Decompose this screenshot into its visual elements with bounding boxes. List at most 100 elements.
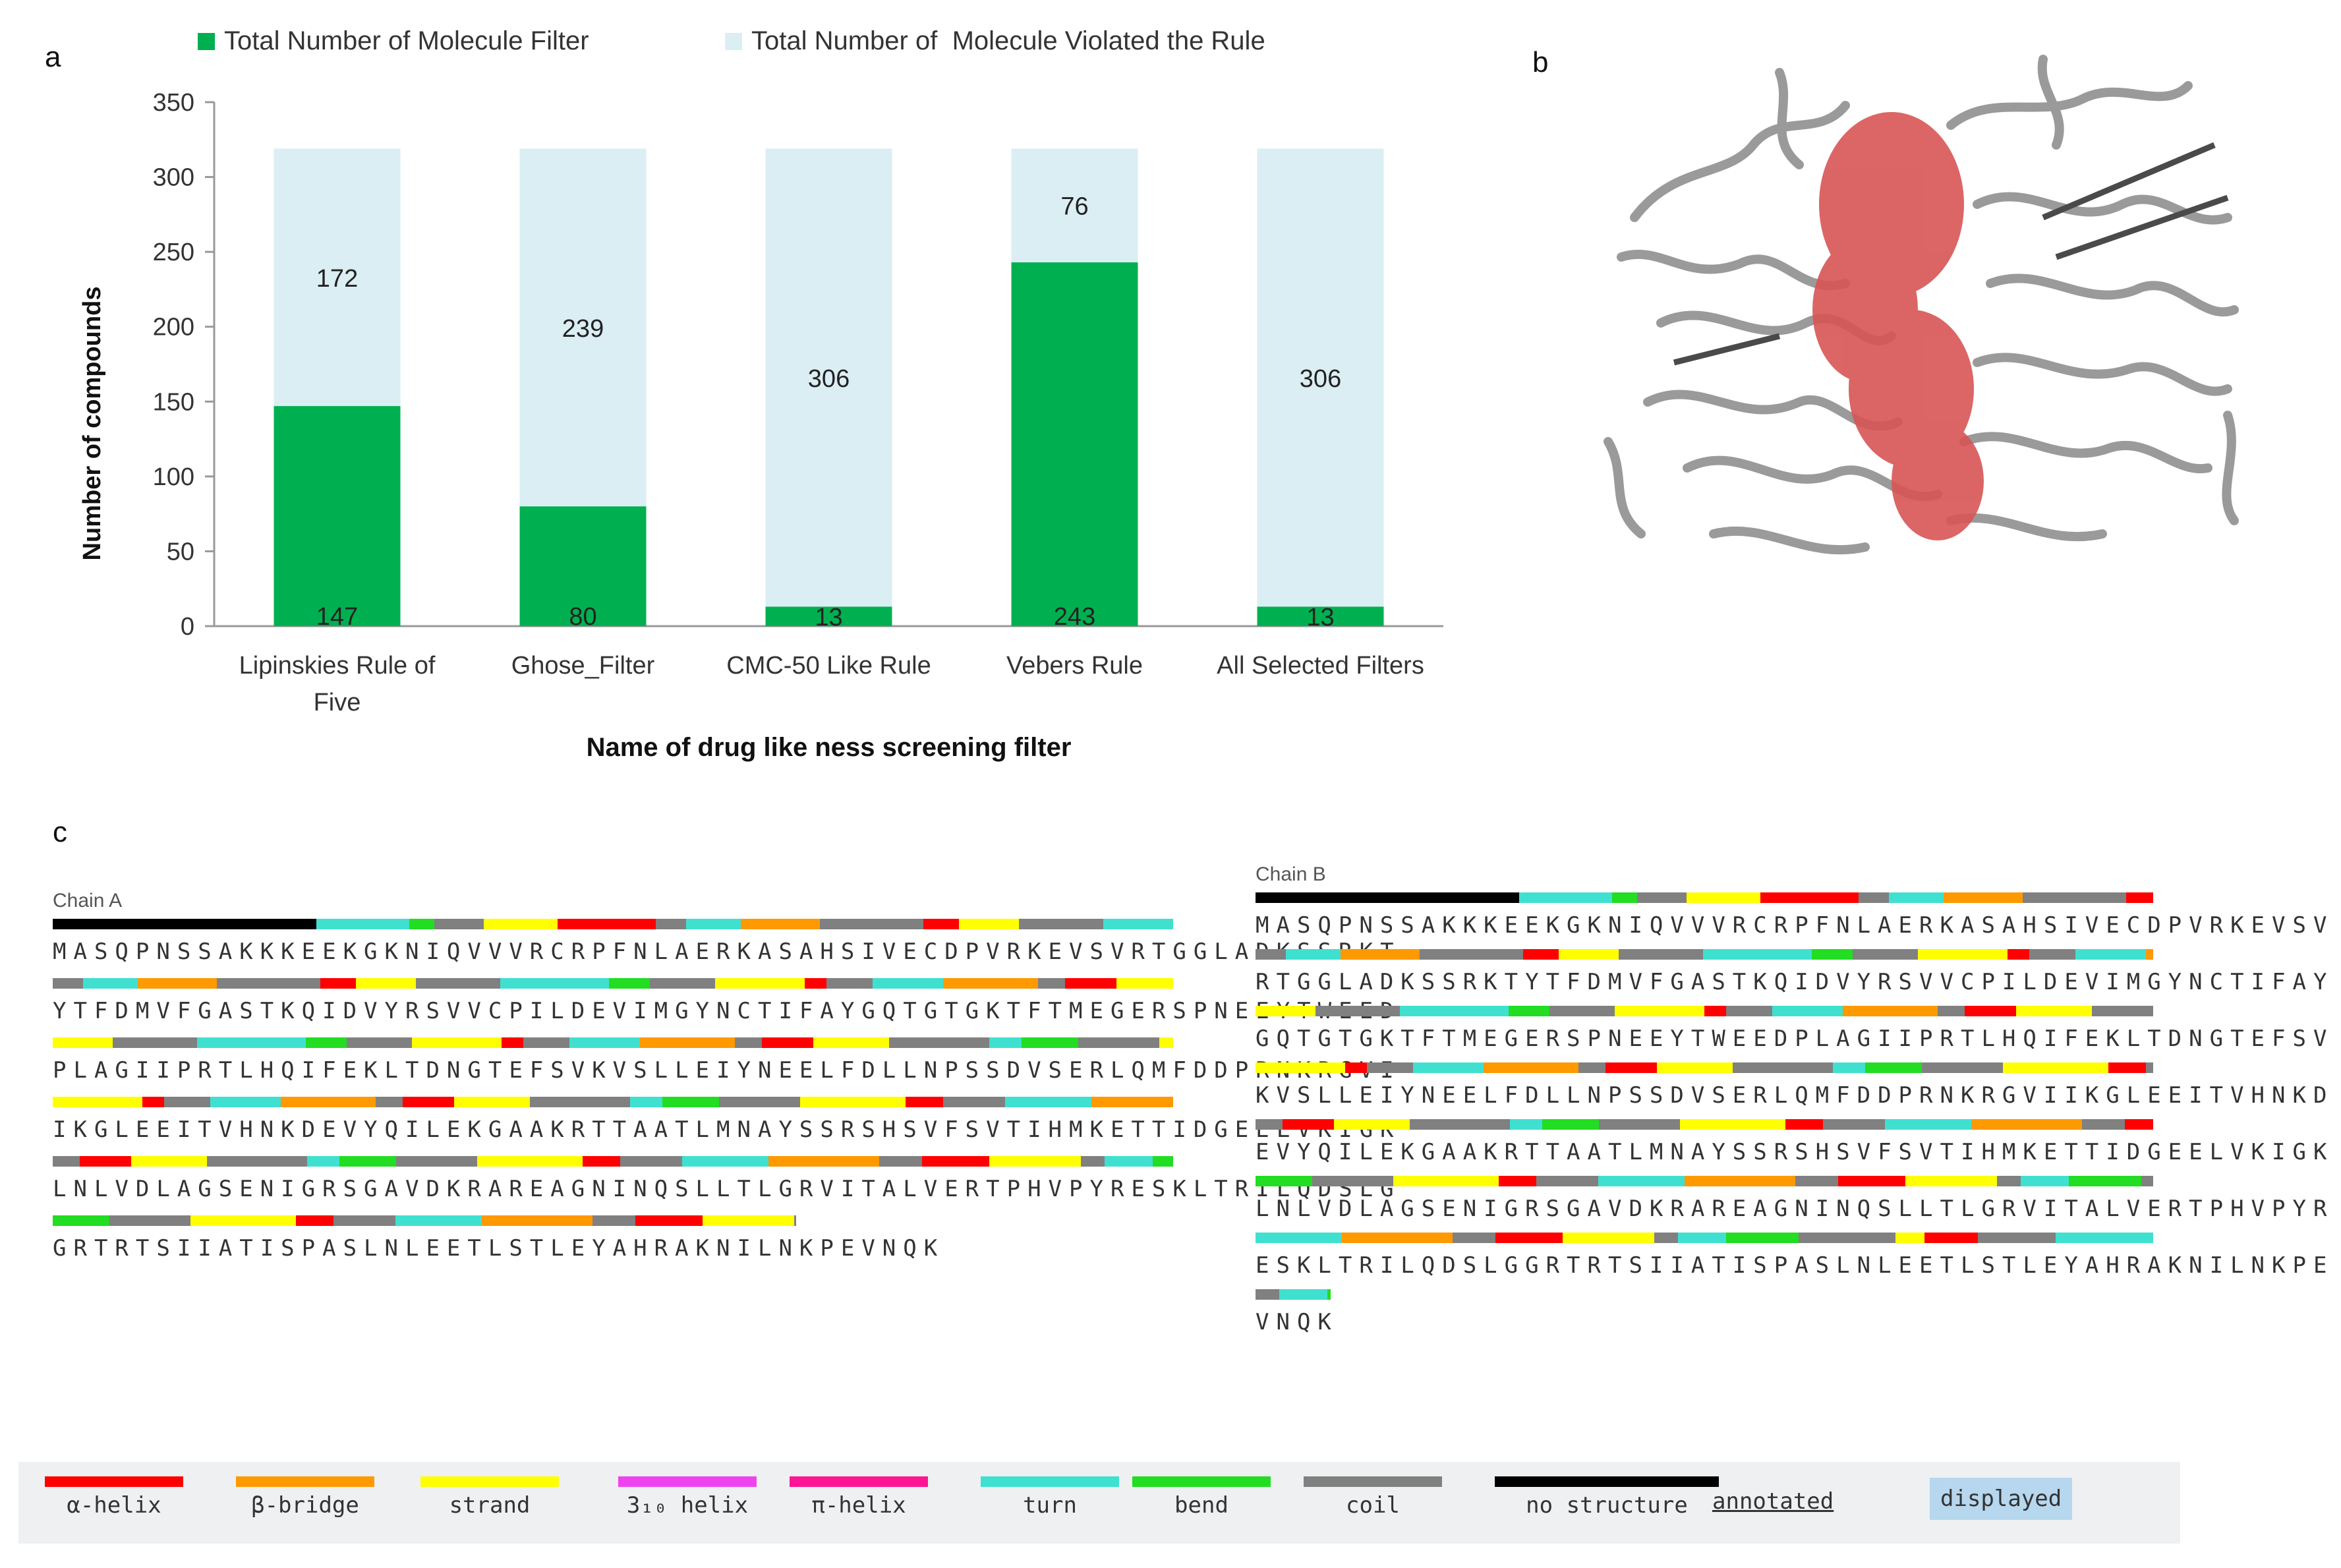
panel-label-b: b (1532, 46, 1549, 78)
ss-legend-label: bend (1174, 1492, 1228, 1519)
ss-legend-item: no structure (1488, 1476, 1725, 1519)
sequence-line: LNLVDLAGSENIGRSGAVDKRAREAGNINQSLLTLGRVIT… (1256, 1196, 2334, 1222)
chain-b-title: Chain B (1256, 863, 1326, 885)
secondary-structure-legend: α-helix β-bridge strand 3₁₀ helix π-helix tur… (18, 1462, 2180, 1544)
data-label-filter: 13 (1306, 604, 1334, 631)
ss-legend-swatch (420, 1476, 559, 1487)
sequence-line: VNQK (1256, 1309, 1339, 1335)
x-tick-label: Five (314, 689, 361, 716)
sequence-line: ESKLTRILQDSLGGRTRTSIIATISPASLNLEETLSTLEY… (1256, 1252, 2334, 1279)
bar-violated (1011, 148, 1138, 263)
bar-filter (519, 506, 647, 626)
legend-swatch-filter (198, 32, 215, 50)
bar-filter (765, 606, 892, 626)
sequence-line: LNLVDLAGSENIGRSGAVDKRAREAGNINQSLLTLGRVIT… (53, 1176, 1401, 1202)
data-label-filter: 13 (815, 604, 842, 631)
data-label-violated: 306 (808, 365, 850, 393)
secondary-structure-track (1256, 1289, 1331, 1300)
bar-filter (274, 406, 401, 626)
secondary-structure-track (1256, 1176, 2153, 1186)
ss-legend-item: bend (1126, 1476, 1277, 1519)
data-label-filter: 243 (1054, 603, 1095, 631)
y-tick-label: 300 (153, 164, 194, 192)
secondary-structure-track (53, 1156, 1173, 1167)
data-label-filter: 80 (569, 603, 596, 631)
sequence-line: GRTRTSIIATISPASLNLEETLSTLEYAHRAKNILNKPEV… (53, 1235, 945, 1262)
y-tick-label: 0 (181, 613, 194, 641)
sequence-line: MASQPNSSAKKKEEKGKNIQVVVRCRPFNLAERKASAHSI… (1256, 912, 2334, 939)
bar-filter (1257, 606, 1384, 626)
x-tick-label: All Selected Filters (1217, 652, 1424, 680)
secondary-structure-track (1256, 1062, 2153, 1073)
ss-legend-swatch (45, 1476, 183, 1487)
y-tick-label: 150 (153, 388, 194, 416)
ss-legend-label: 3₁₀ helix (626, 1492, 749, 1519)
chain-a-sequence: Chain A MASQPNSSAKKKEEKGKNIQVVVRCRPFNLAE… (53, 890, 1401, 1275)
sequence-line: IKGLEEITVHNKDEVYQILEKGAAKRTTAATLMNAYSSRS… (53, 1117, 1401, 1143)
ss-legend-label: displayed (1930, 1478, 2073, 1520)
panel-label-c: c (53, 816, 67, 848)
secondary-structure-track (1256, 949, 2153, 960)
ss-legend-item: α-helix (38, 1476, 190, 1519)
legend-label-filter: Total Number of Molecule Filter (224, 26, 589, 55)
x-tick-label: Vebers Rule (1006, 652, 1143, 680)
ss-legend-item: turn (974, 1476, 1126, 1519)
sequence-line: RTGGLADKSSRKTYTFDMVFGASTKQIDVYRSVVCPILDE… (1256, 969, 2334, 995)
y-tick-label: 200 (153, 314, 194, 341)
secondary-structure-track (1256, 1119, 2153, 1130)
ss-legend-label: turn (1023, 1492, 1077, 1519)
x-tick-label: CMC-50 Like Rule (726, 652, 931, 680)
ss-legend-swatch (790, 1476, 928, 1487)
bar-violated (1257, 148, 1384, 607)
ss-legend-label: α-helix (67, 1492, 161, 1519)
bar-filter (1011, 262, 1138, 626)
sequence-line: EVYQILEKGAAKRTTAATLMNAYSSRSHSVFSVTIHMKET… (1256, 1139, 2334, 1165)
y-tick-label: 350 (153, 89, 194, 117)
ss-legend-swatch (1495, 1476, 1719, 1487)
data-label-violated: 76 (1060, 193, 1088, 221)
data-label-violated: 306 (1300, 365, 1341, 393)
protein-structure-image (1604, 55, 2239, 554)
y-tick-label: 50 (167, 538, 194, 566)
ss-legend-swatch (236, 1476, 374, 1487)
ss-legend-item: coil (1297, 1476, 1449, 1519)
bar-violated (519, 148, 647, 507)
ss-legend-label: annotated (1712, 1488, 1834, 1515)
legend-swatch-violated (725, 32, 742, 50)
ss-legend-item: displayed (1930, 1478, 2073, 1520)
chain-b-sequence: Chain B MASQPNSSAKKKEEKGKNIQVVVRCRPFNLAE… (1256, 863, 2336, 1346)
ss-legend-label: strand (449, 1492, 531, 1519)
ss-legend-item: 3₁₀ helix (612, 1476, 763, 1519)
ss-legend-swatch (618, 1476, 757, 1487)
secondary-structure-track (53, 1097, 1173, 1107)
legend-label-violated: Total Number of Molecule Violated the Ru… (751, 26, 1265, 55)
secondary-structure-track (53, 978, 1173, 989)
ss-legend-item: π-helix (783, 1476, 935, 1519)
stacked-bar-chart: 0 50 100 150 200 250 300 350 172 147 Lipinskies Ru… (78, 89, 1443, 762)
data-label-violated: 172 (316, 265, 358, 293)
data-label-filter: 147 (316, 603, 358, 631)
ss-legend-label: coil (1346, 1492, 1400, 1519)
chain-a-title: Chain A (53, 890, 123, 912)
x-tick-label: Lipinskies Rule of (239, 652, 436, 680)
ss-legend-item: strand (414, 1476, 565, 1519)
sequence-line: GQTGTGKTFTMEGERSPNEEYTWEEDPLAGIIPRTLHQIF… (1256, 1026, 2334, 1052)
x-tick-label: Ghose_Filter (511, 652, 655, 680)
secondary-structure-track (1256, 892, 2153, 903)
sequence-line: MASQPNSSAKKKEEKGKNIQVVVRCRPFNLAERKASAHSI… (53, 939, 1401, 965)
y-tick-label: 100 (153, 463, 194, 491)
legend-item-filter: Total Number of Molecule Filter (198, 26, 589, 56)
secondary-structure-track (1256, 1006, 2153, 1016)
ss-legend-label: no structure (1526, 1492, 1688, 1519)
sequence-line: KVSLLEIYNEELFDLLNPSSDVSERLQMFDDPRNKRGVII… (1256, 1082, 2334, 1109)
y-tick-label: 250 (153, 239, 194, 266)
sequence-line: PLAGIIPRTLHQIFEKLTDNGTEFSVKVSLLEIYNEELFD… (53, 1057, 1401, 1084)
ss-legend-label: π-helix (811, 1492, 906, 1519)
bar-violated (765, 148, 892, 607)
sequence-line: YTFDMVFGASTKQIDVYRSVVCPILDEVIMGYNCTIFAYG… (53, 998, 1401, 1024)
y-axis-title: Number of compounds (78, 287, 106, 561)
ss-legend-label: β-bridge (251, 1492, 359, 1519)
ss-legend-item: annotated (1712, 1488, 1834, 1515)
ss-legend-swatch (1304, 1476, 1442, 1487)
bar-violated (274, 148, 401, 407)
